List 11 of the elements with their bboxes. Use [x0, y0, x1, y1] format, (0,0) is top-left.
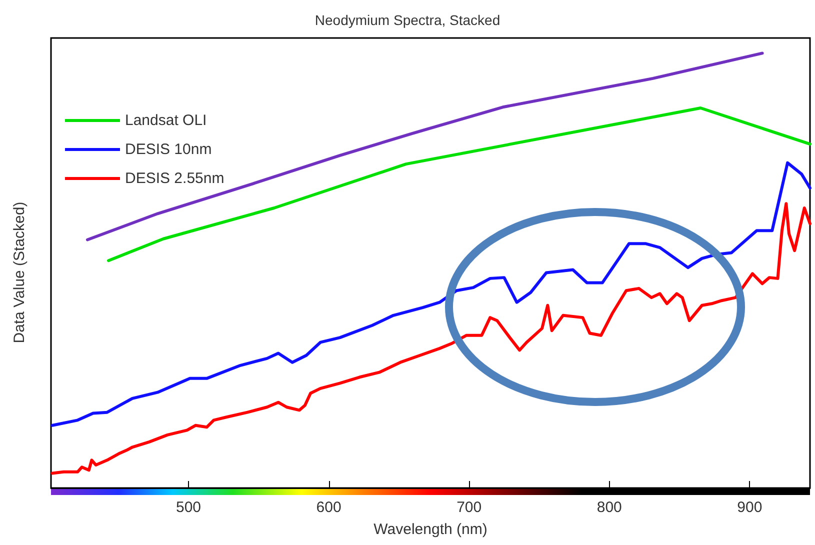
- x-tick-label: 800: [596, 499, 622, 516]
- chart-title: Neodymium Spectra, Stacked: [314, 12, 500, 28]
- legend-label: Landsat OLI: [125, 112, 207, 129]
- x-tick-label: 500: [176, 499, 202, 516]
- x-tick-label: 700: [456, 499, 482, 516]
- x-axis-title: Wavelength (nm): [374, 521, 488, 538]
- legend-label: DESIS 10nm: [125, 141, 212, 158]
- x-tick-label: 900: [737, 499, 762, 516]
- legend-label: DESIS 2.55nm: [125, 170, 224, 187]
- y-axis-title: Data Value (Stacked): [11, 202, 28, 344]
- x-tick-label: 600: [316, 499, 342, 516]
